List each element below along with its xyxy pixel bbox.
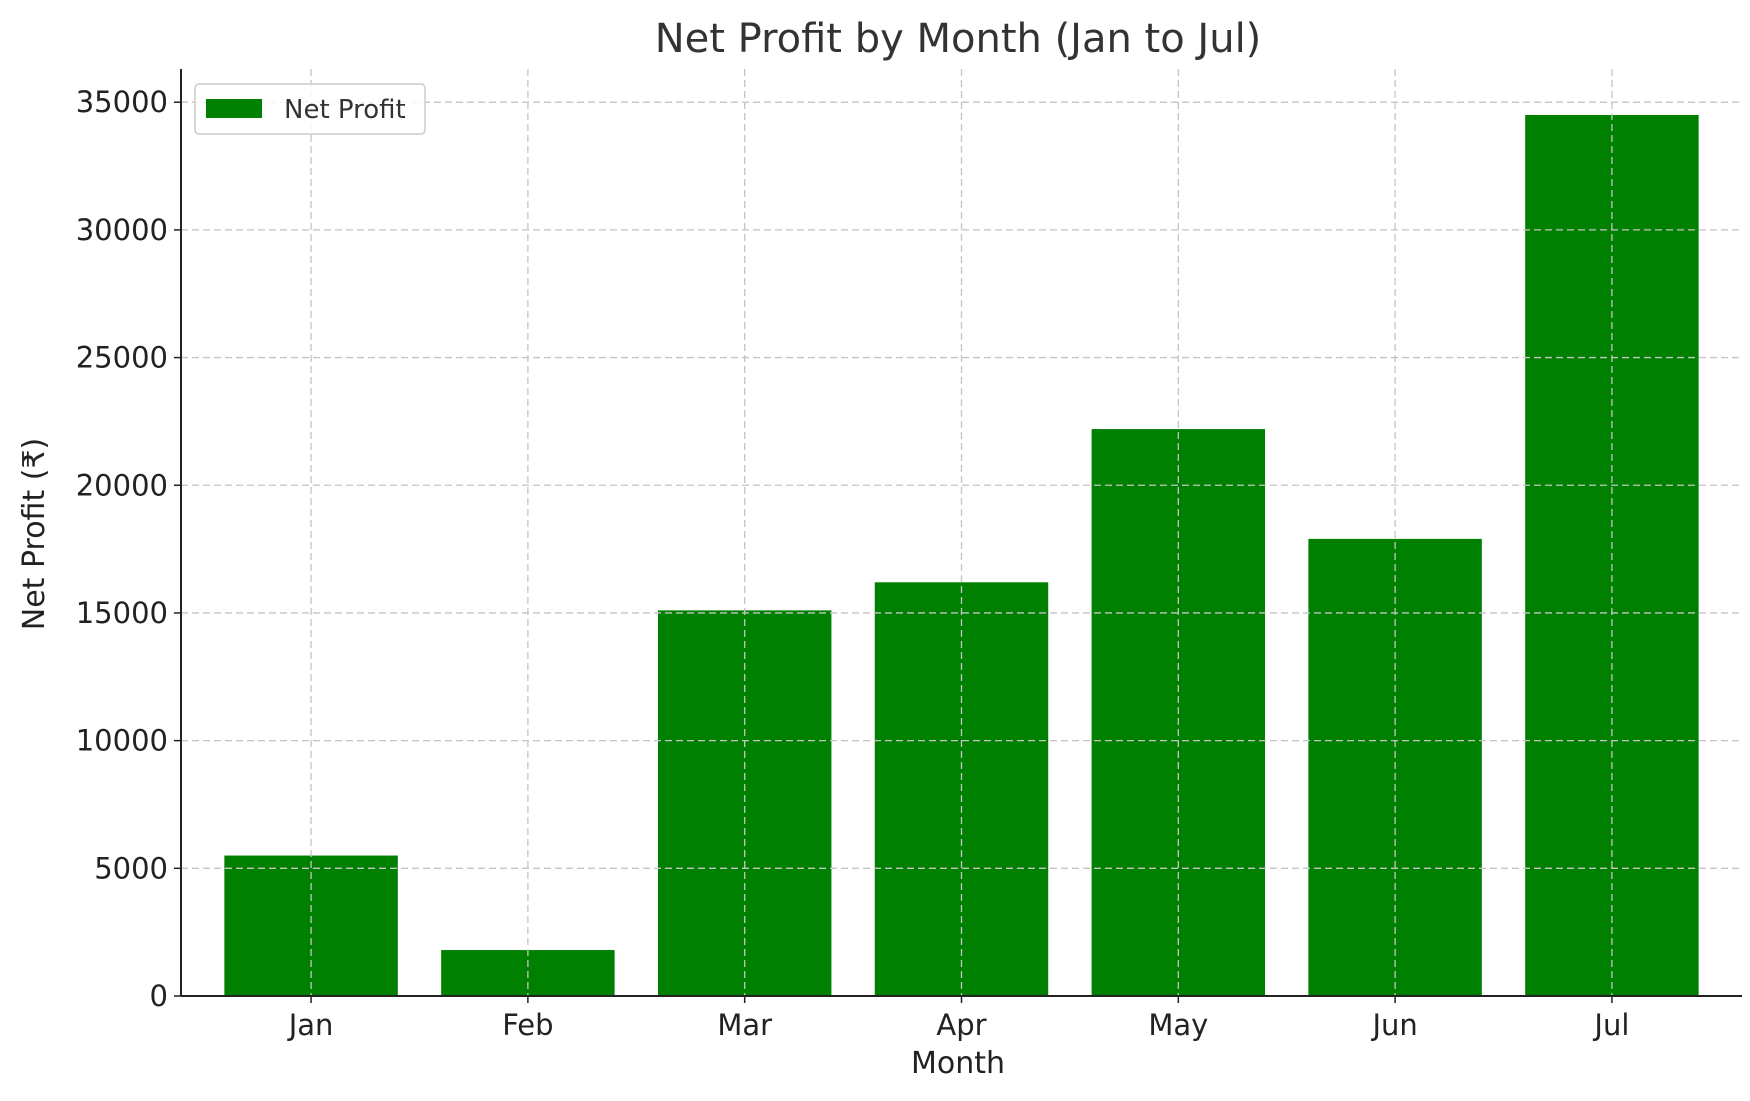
x-tick-label: Apr [936,1008,986,1042]
y-tick-label: 10000 [76,724,168,758]
axes [174,69,1742,1003]
x-tick-label: Mar [717,1008,772,1042]
x-tick-labels: Jan Feb Mar Apr May Jun Jul [287,1008,1630,1042]
chart-title: Net Profit by Month (Jan to Jul) [655,16,1262,62]
y-tick-label: 15000 [76,596,168,630]
y-tick-label: 30000 [76,213,168,247]
x-tick-label: Jun [1370,1008,1417,1042]
y-tick-label: 35000 [76,85,168,119]
y-tick-label: 5000 [94,851,168,885]
x-tick-label: Jan [287,1008,334,1042]
legend-swatch [206,99,262,118]
legend-box [194,83,426,135]
grid-lines [181,69,1742,997]
x-axis-label: Month [911,1046,1005,1081]
y-tick-label: 0 [150,979,168,1013]
legend: Net Profit [194,83,426,135]
y-tick-labels: 0 5000 10000 15000 20000 25000 30000 35000 [76,85,168,1013]
y-axis-label: Net Profit (₹) [17,438,52,630]
y-tick-label: 20000 [76,468,168,502]
x-tick-label: May [1148,1008,1208,1042]
legend-label: Net Profit [284,95,406,125]
y-tick-label: 25000 [76,341,168,375]
x-tick-label: Jul [1592,1008,1629,1042]
x-tick-label: Feb [502,1008,553,1042]
